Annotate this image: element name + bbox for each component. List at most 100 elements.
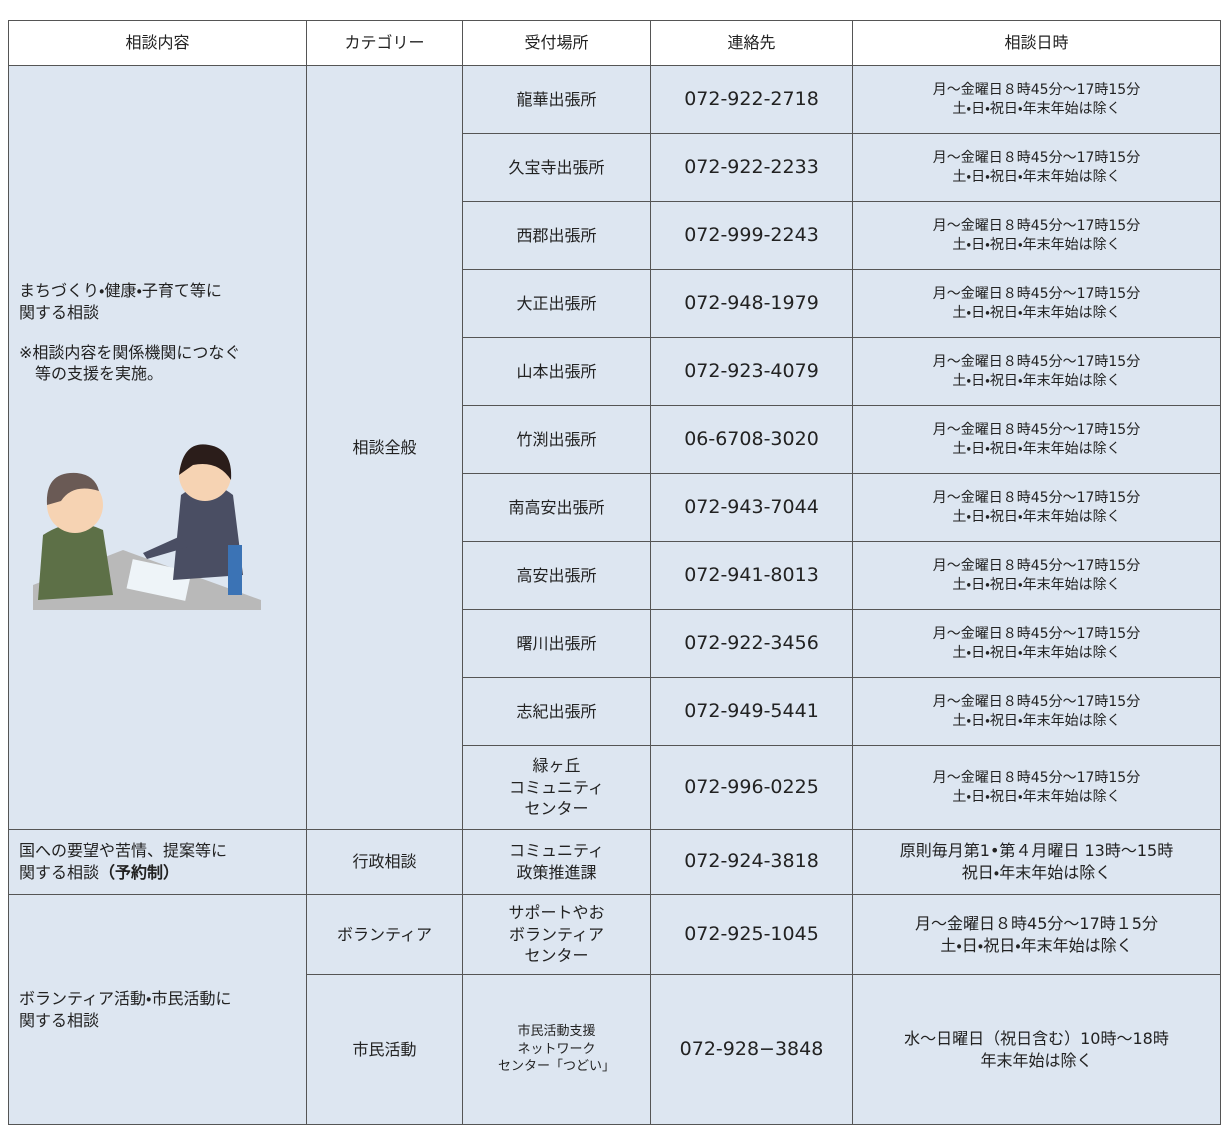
column-header: 連絡先 bbox=[650, 20, 853, 66]
place-line: 市民活動支援 bbox=[517, 1024, 596, 1040]
category-cell: 相談全般 bbox=[306, 65, 463, 830]
table-row: ボランティア活動・市民活動に 関する相談 ボランティア サポートやお ボランティア センタ… bbox=[8, 894, 1221, 1125]
phone-cell: 072-923-4079 bbox=[650, 337, 853, 406]
place-cell: 曙川出張所 bbox=[462, 609, 651, 678]
place-cell: 山本出張所 bbox=[462, 337, 651, 406]
hours-line: 土・日・祝日・年末年始は除く bbox=[952, 100, 1121, 117]
table-row: 国への要望や苦情、提案等に 関する相談（予約制） 行政相談 コミュニティ 政策推進課 07… bbox=[8, 829, 1221, 895]
place-line: 山本出張所 bbox=[516, 361, 597, 381]
hours-line: 土・日・祝日・年末年始は除く bbox=[952, 508, 1121, 525]
phone-cell: 072-996-0225 bbox=[650, 745, 853, 830]
topic-emphasis: （予約制） bbox=[99, 863, 180, 882]
table-row: 高安出張所 072-941-8013 月～金曜日８時45分～17時15分 土・日・祝日… bbox=[9, 541, 1221, 610]
phone-cell: 072-924-3818 bbox=[650, 829, 853, 895]
phone-cell: 072-928−3848 bbox=[650, 974, 853, 1125]
table-row: 南高安出張所 072-943-7044 月～金曜日８時45分～17時15分 土・日・祝… bbox=[9, 473, 1221, 542]
topic-text: まちづくり・健康・子育て等に 関する相談 bbox=[19, 280, 300, 323]
hours-line: 月～金曜日８時45分～17時15分 bbox=[932, 489, 1141, 506]
hours-cell: 原則毎月第1•第４月曜日 13時～15時 祝日・年末年始は除く bbox=[852, 829, 1221, 895]
place-line: 志紀出張所 bbox=[516, 701, 597, 721]
hours-cell: 月～金曜日８時45分～17時15分 土・日・祝日・年末年始は除く bbox=[852, 65, 1221, 134]
phone-cell: 072-999-2243 bbox=[650, 201, 853, 270]
place-line: 大正出張所 bbox=[516, 293, 597, 313]
phone-cell: 072-949-5441 bbox=[650, 677, 853, 746]
hours-cell: 水～日曜日（祝日含む）10時～18時 年末年始は除く bbox=[852, 974, 1221, 1125]
topic-line: 関する相談 bbox=[19, 302, 100, 322]
topic-cell: ボランティア活動・市民活動に 関する相談 bbox=[8, 894, 307, 1125]
hours-cell: 月～金曜日８時45分～17時15分 土・日・祝日・年末年始は除く bbox=[852, 473, 1221, 542]
hours-line: 土・日・祝日・年末年始は除く bbox=[952, 440, 1121, 457]
hours-line: 年末年始は除く bbox=[980, 1050, 1093, 1070]
hours-line: 月～金曜日８時45分～17時15分 bbox=[932, 557, 1141, 574]
hours-line: 土・日・祝日・年末年始は除く bbox=[952, 712, 1121, 729]
hours-cell: 月～金曜日８時45分～17時15分 土・日・祝日・年末年始は除く bbox=[852, 609, 1221, 678]
topic-cell: 国への要望や苦情、提案等に 関する相談（予約制） bbox=[8, 829, 307, 895]
hours-cell: 月～金曜日８時45分～17時15分 土・日・祝日・年末年始は除く bbox=[852, 677, 1221, 746]
place-cell: サポートやお ボランティア センター bbox=[462, 894, 651, 975]
place-line: 曙川出張所 bbox=[516, 633, 597, 653]
place-line: 政策推進課 bbox=[516, 863, 597, 882]
place-line: 久宝寺出張所 bbox=[508, 157, 605, 177]
hours-line: 水～日曜日（祝日含む）10時～18時 bbox=[904, 1028, 1169, 1048]
note-line: 等の支援を実施。 bbox=[35, 364, 164, 384]
place-line: 龍華出張所 bbox=[516, 89, 597, 109]
place-cell: 志紀出張所 bbox=[462, 677, 651, 746]
phone-cell: 072-925-1045 bbox=[650, 894, 853, 975]
place-cell: 高安出張所 bbox=[462, 541, 651, 610]
category-cell: ボランティア bbox=[306, 894, 463, 975]
hours-line: 月～金曜日８時45分～17時１5分 bbox=[915, 913, 1158, 933]
hours-line: 祝日・年末年始は除く bbox=[961, 863, 1112, 882]
hours-line: 月～金曜日８時45分～17時15分 bbox=[932, 81, 1141, 98]
hours-line: 月～金曜日８時45分～17時15分 bbox=[932, 217, 1141, 234]
column-header: 相談日時 bbox=[852, 20, 1221, 66]
place-line: ボランティア bbox=[508, 924, 605, 944]
hours-line: 土・日・祝日・年末年始は除く bbox=[952, 168, 1121, 185]
hours-line: 原則毎月第1•第４月曜日 13時～15時 bbox=[899, 841, 1174, 861]
phone-cell: 072-922-2718 bbox=[650, 65, 853, 134]
phone-cell: 072-948-1979 bbox=[650, 269, 853, 338]
table-row: 大正出張所 072-948-1979 月～金曜日８時45分～17時15分 土・日・祝日… bbox=[9, 269, 1221, 338]
topic-line: ボランティア活動・市民活動に bbox=[19, 988, 232, 1008]
hours-line: 月～金曜日８時45分～17時15分 bbox=[932, 693, 1141, 710]
table-row: まちづくり・健康・子育て等に 関する相談 ※相談内容を関係機関につなぐ 等の支援を実施… bbox=[8, 65, 1221, 830]
hours-cell: 月～金曜日８時45分～17時15分 土・日・祝日・年末年始は除く bbox=[852, 133, 1221, 202]
hours-line: 土・日・祝日・年末年始は除く bbox=[952, 788, 1121, 805]
table-row: 山本出張所 072-923-4079 月～金曜日８時45分～17時15分 土・日・祝日… bbox=[9, 337, 1221, 406]
hours-cell: 月～金曜日８時45分～17時15分 土・日・祝日・年末年始は除く bbox=[852, 745, 1221, 830]
place-line: 緑ヶ丘 bbox=[532, 756, 581, 776]
hours-line: 土・日・祝日・年末年始は除く bbox=[952, 644, 1121, 661]
place-cell: 竹渕出張所 bbox=[462, 405, 651, 474]
topic-note: ※相談内容を関係機関につなぐ 等の支援を実施。 bbox=[19, 342, 300, 385]
hours-line: 土・日・祝日・年末年始は除く bbox=[952, 304, 1121, 321]
hours-line: 月～金曜日８時45分～17時15分 bbox=[932, 625, 1141, 642]
table-row: 緑ヶ丘 コミュニティ センター 072-996-0225 月～金曜日８時45分～17時1… bbox=[9, 745, 1221, 830]
place-line: センター「つどい」 bbox=[497, 1059, 615, 1075]
phone-cell: 072-922-3456 bbox=[650, 609, 853, 678]
topic-cell: まちづくり・健康・子育て等に 関する相談 ※相談内容を関係機関につなぐ 等の支援を実施… bbox=[8, 65, 307, 830]
place-line: センター bbox=[524, 946, 589, 966]
place-cell: コミュニティ 政策推進課 bbox=[462, 829, 651, 895]
place-cell: 緑ヶ丘 コミュニティ センター bbox=[462, 745, 651, 830]
place-line: ネットワーク bbox=[517, 1041, 596, 1057]
table-row: 志紀出張所 072-949-5441 月～金曜日８時45分～17時15分 土・日・祝日… bbox=[9, 677, 1221, 746]
topic-line: 関する相談（予約制） bbox=[19, 863, 180, 882]
hours-line: 土・日・祝日・年末年始は除く bbox=[940, 935, 1133, 955]
column-header: 受付場所 bbox=[462, 20, 651, 66]
place-line: 高安出張所 bbox=[516, 565, 597, 585]
place-cell: 市民活動支援 ネットワークセンター「つどい」 bbox=[462, 974, 651, 1125]
hours-cell: 月～金曜日８時45分～17時15分 土・日・祝日・年末年始は除く bbox=[852, 541, 1221, 610]
topic-text: 国への要望や苦情、提案等に 関する相談（予約制） bbox=[19, 840, 300, 883]
topic-line: 関する相談 bbox=[19, 1010, 100, 1030]
hours-cell: 月～金曜日８時45分～17時15分 土・日・祝日・年末年始は除く bbox=[852, 337, 1221, 406]
place-line: 西郡出張所 bbox=[516, 225, 597, 245]
hours-line: 月～金曜日８時45分～17時15分 bbox=[932, 421, 1141, 438]
hours-line: 月～金曜日８時45分～17時15分 bbox=[932, 769, 1141, 786]
hours-line: 土・日・祝日・年末年始は除く bbox=[952, 236, 1121, 253]
topic-text: ボランティア活動・市民活動に 関する相談 bbox=[19, 988, 300, 1031]
hours-cell: 月～金曜日８時45分～17時15分 土・日・祝日・年末年始は除く bbox=[852, 269, 1221, 338]
place-cell: 龍華出張所 bbox=[462, 65, 651, 134]
table-row: 久宝寺出張所 072-922-2233 月～金曜日８時45分～17時15分 土・日・祝… bbox=[9, 133, 1221, 202]
hours-cell: 月～金曜日８時45分～17時１5分 土・日・祝日・年末年始は除く bbox=[852, 894, 1221, 975]
illustration bbox=[33, 444, 261, 610]
table-row: 竹渕出張所 06-6708-3020 月～金曜日８時45分～17時15分 土・日・祝日… bbox=[9, 405, 1221, 474]
